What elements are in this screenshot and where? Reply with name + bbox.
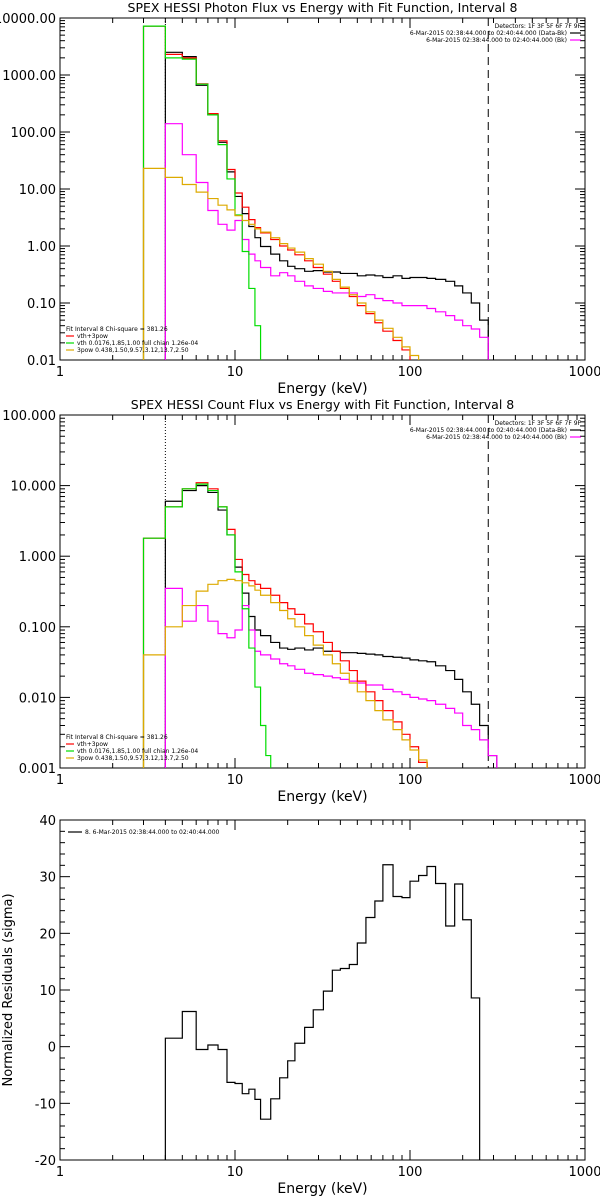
- plot-frame: [59, 819, 586, 1161]
- panel-residuals: 1 10 100 1000 -20 -10 0 10 20 30 40 Energy (keV) Nor…: [1, 814, 600, 1197]
- y-tick-label: 1000.00: [2, 69, 56, 84]
- series-group: [164, 864, 481, 1160]
- legend-entry: Fit Interval 8 Chi-square = 381.26: [66, 734, 168, 741]
- legend-entry: vth+3pow: [77, 741, 108, 748]
- chart-title: SPEX HESSI Count Flux vs Energy with Fit…: [131, 397, 514, 412]
- y-tick-label: 0.001: [19, 762, 56, 777]
- series-data-bk: [164, 51, 489, 360]
- y-tick-label: 10.000: [11, 480, 57, 495]
- legend-entry: 6-Mar-2015 02:38:44.000 to 02:40:44.000 …: [410, 427, 567, 434]
- chart-title: SPEX HESSI Photon Flux vs Energy with Fi…: [128, 0, 518, 15]
- series-vth: [142, 483, 272, 768]
- legend-entry: vth 0.0176,1.85,1.00 full chian 1.26e-04: [77, 748, 198, 755]
- x-tick-label: 1000: [568, 365, 600, 380]
- y-tick-label: 40: [39, 814, 56, 829]
- y-tick-label: -20: [35, 1154, 56, 1169]
- series-3pow: [142, 578, 428, 768]
- legend-entry: Detectors: 1F 3F 5F 6F 7F 9F: [495, 420, 582, 427]
- y-tick-label: 0.010: [19, 691, 56, 706]
- legend-entry: vth+3pow: [77, 333, 108, 340]
- y-tick-label: 10: [39, 984, 56, 999]
- legend-entry: Detectors: 1F 3F 5F 6F 7F 9F: [495, 23, 582, 30]
- series-data-bk: [164, 485, 498, 768]
- legend-entry: Fit Interval 8 Chi-square = 381.26: [66, 326, 168, 333]
- x-axis-label: Energy (keV): [277, 381, 367, 397]
- legend-entry: 6-Mar-2015 02:38:44.000 to 02:40:44.000 …: [410, 30, 567, 37]
- x-tick-label: 1: [56, 773, 64, 788]
- y-axis-label: Normalized Residuals (sigma): [1, 893, 16, 1086]
- y-tick-label: -10: [35, 1097, 56, 1112]
- x-tick-label: 10: [227, 365, 244, 380]
- y-tick-label: 10.00: [19, 183, 56, 198]
- series-bk: [164, 123, 489, 360]
- y-tick-label: 100.00: [11, 126, 57, 141]
- x-tick-label: 100: [398, 1165, 423, 1180]
- x-tick-label: 1: [56, 365, 64, 380]
- series-group: [142, 482, 498, 768]
- x-axis-label: Energy (keV): [277, 1181, 367, 1197]
- y-tick-label: 0.10: [27, 297, 56, 312]
- legend-entry: 8. 6-Mar-2015 02:38:44.000 to 02:40:44.0…: [85, 829, 220, 836]
- y-tick-label: 1.000: [19, 550, 56, 565]
- legend-entry: 6-Mar-2015 02:38:44.000 to 02:40:44.000 …: [426, 37, 567, 44]
- x-tick-label: 100: [398, 773, 423, 788]
- x-tick-label: 1000: [568, 1165, 600, 1180]
- y-tick-label: 0.100: [19, 621, 56, 636]
- x-tick-label: 10: [227, 1165, 244, 1180]
- y-tick-label: 20: [39, 927, 56, 942]
- legend-entry: 3pow 0.438,1.50,9.57,3.12,13.7,2.50: [77, 347, 189, 354]
- legend-entry: 3pow 0.438,1.50,9.57,3.12,13.7,2.50: [77, 755, 189, 762]
- plot-frame: [59, 414, 586, 769]
- x-tick-label: 1000: [568, 773, 600, 788]
- series-8-6-mar-2015-02-38-44-000-to-02-40-44-000: [164, 864, 481, 1160]
- panel-photon-flux: SPEX HESSI Photon Flux vs Energy with Fi…: [0, 0, 600, 397]
- y-tick-label: 0: [48, 1041, 56, 1056]
- y-tick-label: 100.000: [2, 409, 56, 424]
- legend-entry: vth 0.0176,1.85,1.00 full chian 1.26e-04: [77, 340, 198, 347]
- series-vth-3pow: [142, 25, 411, 360]
- y-tick-label: 10000.00: [0, 12, 56, 27]
- series-bk: [164, 587, 498, 768]
- legend-entry: 6-Mar-2015 02:38:44.000 to 02:40:44.000 …: [426, 434, 567, 441]
- series-group: [142, 25, 489, 360]
- series-vth-3pow: [142, 482, 428, 768]
- x-tick-label: 100: [398, 365, 423, 380]
- x-axis-label: Energy (keV): [277, 789, 367, 805]
- series-3pow: [142, 167, 420, 360]
- series-vth: [142, 25, 262, 360]
- panel-count-flux: SPEX HESSI Count Flux vs Energy with Fit…: [2, 397, 600, 805]
- x-tick-label: 1: [56, 1165, 64, 1180]
- x-tick-label: 10: [227, 773, 244, 788]
- plot-frame: [59, 17, 586, 361]
- y-tick-label: 30: [39, 871, 56, 886]
- y-tick-label: 0.01: [27, 354, 56, 369]
- y-tick-label: 1.00: [27, 240, 56, 255]
